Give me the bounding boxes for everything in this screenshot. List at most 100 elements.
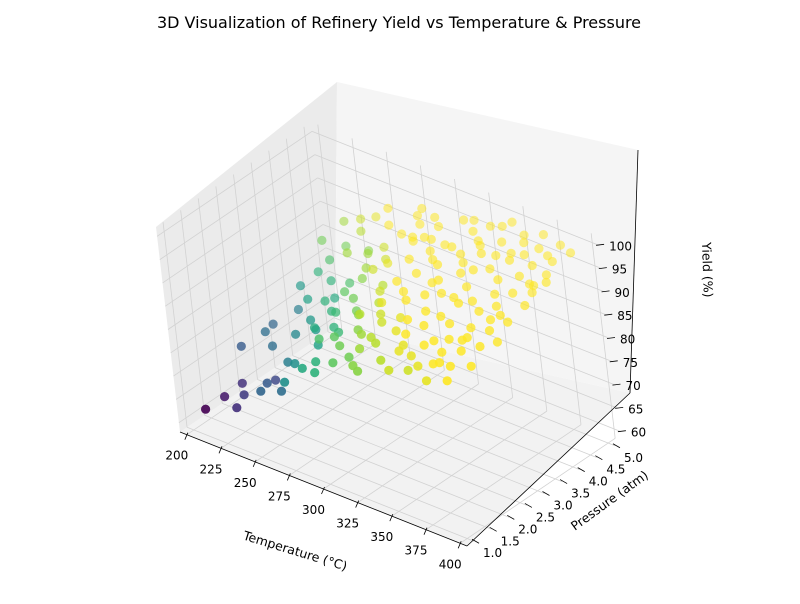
data-point	[361, 263, 371, 273]
z-tick	[609, 360, 618, 363]
z-tick-label: 80	[620, 333, 635, 347]
data-point	[411, 268, 421, 278]
data-point	[295, 281, 306, 291]
data-point	[436, 311, 446, 321]
data-point	[232, 403, 242, 413]
data-point	[417, 203, 427, 214]
data-point	[406, 351, 416, 361]
data-point	[503, 317, 513, 327]
data-point	[220, 392, 230, 402]
data-point	[462, 333, 472, 343]
x-tick-label: 250	[234, 476, 257, 490]
data-point	[404, 254, 414, 264]
data-point	[520, 300, 530, 311]
z-tick	[596, 243, 605, 246]
z-tick	[606, 337, 616, 339]
y-tick-label: 3.5	[571, 487, 590, 501]
data-point	[309, 323, 320, 333]
data-point	[344, 352, 354, 362]
data-point	[320, 296, 330, 306]
data-point	[490, 289, 500, 299]
z-tick	[617, 430, 626, 433]
z-grid-left	[159, 154, 316, 260]
x-tick	[457, 541, 462, 549]
data-point	[467, 296, 477, 306]
data-point	[329, 332, 339, 342]
x-tick	[218, 446, 223, 454]
y-grid-floor	[274, 367, 563, 482]
y-tick	[612, 443, 621, 449]
data-point	[541, 270, 552, 280]
z-axis-line	[629, 149, 639, 394]
data-point	[239, 390, 249, 400]
y-tick-label: 5.0	[624, 451, 643, 465]
z-grid-left	[165, 200, 321, 307]
data-point	[419, 340, 429, 350]
data-point	[475, 341, 485, 352]
data-point	[447, 242, 457, 252]
data-point	[313, 267, 323, 277]
data-point	[466, 361, 476, 371]
data-point	[384, 365, 394, 375]
data-point	[262, 378, 272, 388]
data-point	[469, 215, 479, 225]
data-point	[326, 276, 336, 286]
data-point	[421, 306, 431, 316]
x-tick	[321, 486, 325, 495]
x-tick-label: 225	[200, 462, 223, 476]
data-point	[383, 258, 393, 268]
data-point	[419, 232, 429, 242]
data-point	[429, 336, 439, 346]
data-point	[442, 376, 452, 386]
z-grid-left	[167, 224, 324, 330]
data-point	[433, 221, 444, 232]
data-point	[310, 368, 320, 378]
y-grid-floor	[239, 391, 528, 506]
data-point	[538, 230, 549, 240]
data-point	[529, 281, 539, 291]
data-point	[408, 236, 418, 246]
data-point	[444, 334, 454, 344]
data-point	[474, 306, 484, 316]
data-point	[519, 250, 529, 260]
data-point	[271, 375, 281, 385]
data-point	[201, 404, 211, 414]
data-point	[445, 319, 455, 329]
y-tick	[595, 455, 603, 461]
data-point	[363, 248, 373, 259]
data-point	[507, 217, 517, 227]
data-point	[453, 298, 464, 308]
data-point	[371, 212, 381, 222]
z-grid-back	[317, 177, 605, 293]
x-tick	[184, 432, 189, 440]
data-point	[426, 234, 436, 244]
data-point	[440, 240, 450, 250]
data-point	[297, 363, 307, 373]
data-point	[293, 304, 303, 315]
data-point	[476, 248, 486, 259]
data-point	[412, 211, 422, 221]
data-point	[534, 244, 544, 254]
y-tick-label: 4.0	[589, 475, 608, 489]
z-tick-label: 70	[625, 379, 640, 393]
data-point	[353, 366, 363, 376]
data-point	[433, 275, 443, 285]
x-tick-label: 325	[336, 517, 359, 531]
data-point	[330, 293, 340, 303]
data-point	[341, 241, 351, 251]
tick-marks	[184, 243, 626, 549]
data-point	[430, 212, 440, 222]
data-point	[392, 276, 402, 286]
data-point	[379, 242, 389, 252]
data-point	[493, 275, 503, 285]
y-grid-floor	[257, 379, 545, 494]
z-tick-label: 90	[615, 286, 630, 300]
data-point	[491, 301, 501, 311]
x-tick	[286, 473, 291, 481]
data-point	[492, 337, 502, 347]
y-tick	[559, 479, 568, 484]
data-point	[283, 357, 293, 367]
y-tick-label: 2.0	[518, 522, 537, 536]
data-point	[527, 260, 537, 271]
